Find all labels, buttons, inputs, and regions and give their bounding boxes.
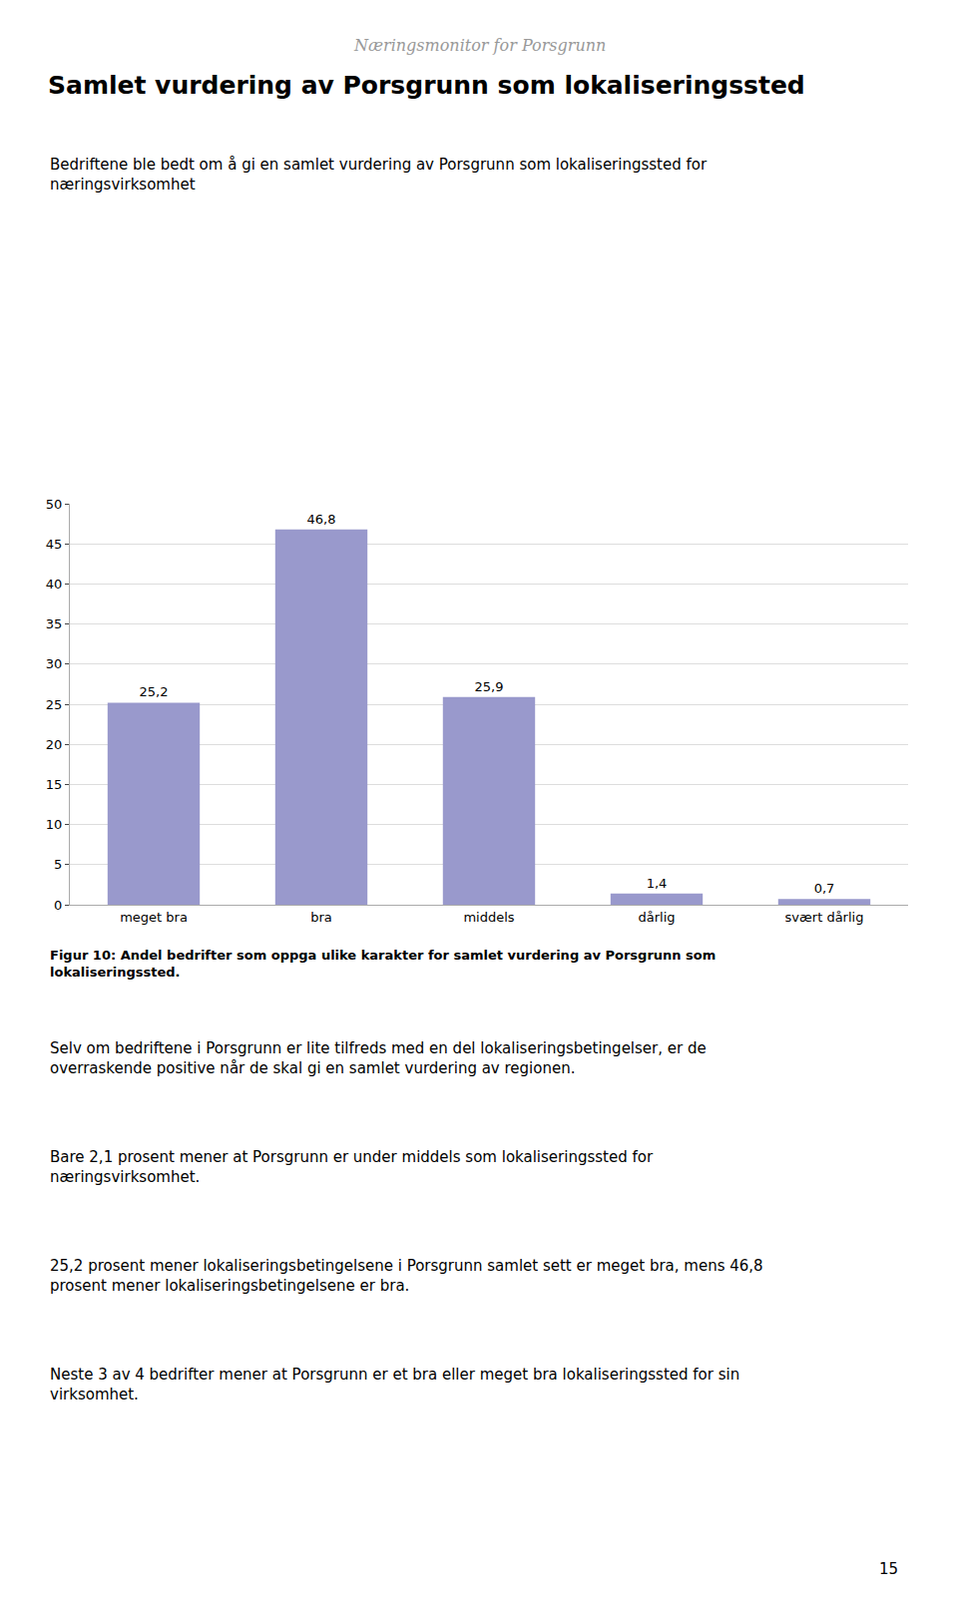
svg-text:20: 20 — [45, 737, 63, 753]
svg-text:Neste 3 av 4 bedrifter mener a: Neste 3 av 4 bedrifter mener at Porsgrun… — [49, 1366, 740, 1405]
svg-text:svært dårlig: svært dårlig — [785, 910, 865, 926]
svg-text:0: 0 — [53, 898, 62, 914]
svg-text:5: 5 — [53, 857, 62, 873]
svg-text:25,2: 25,2 — [139, 684, 169, 700]
svg-text:50: 50 — [45, 496, 63, 512]
svg-text:45: 45 — [45, 536, 63, 552]
svg-text:25,9: 25,9 — [475, 679, 504, 695]
svg-text:meget bra: meget bra — [119, 910, 188, 926]
svg-text:Figur 10: Andel bedrifter som: Figur 10: Andel bedrifter som oppga ulik… — [49, 948, 716, 980]
svg-text:dårlig: dårlig — [637, 910, 675, 926]
svg-text:Bare 2,1 prosent mener at Pors: Bare 2,1 prosent mener at Porsgrunn er u… — [49, 1148, 654, 1187]
svg-text:15: 15 — [879, 1560, 899, 1579]
svg-text:30: 30 — [45, 656, 63, 672]
svg-text:bra: bra — [310, 910, 333, 926]
svg-text:Bedriftene ble bedt om å gi en: Bedriftene ble bedt om å gi en samlet vu… — [49, 155, 708, 194]
svg-text:25,2 prosent mener lokaliserin: 25,2 prosent mener lokaliseringsbetingel… — [49, 1257, 764, 1296]
svg-text:0,7: 0,7 — [814, 881, 836, 897]
svg-text:1,4: 1,4 — [646, 876, 668, 892]
svg-text:Næringsmonitor for Porsgrunn: Næringsmonitor for Porsgrunn — [353, 35, 606, 55]
svg-text:46,8: 46,8 — [307, 511, 337, 527]
svg-text:25: 25 — [45, 697, 63, 713]
svg-text:40: 40 — [45, 576, 63, 592]
svg-text:35: 35 — [45, 616, 63, 632]
svg-text:Selv om bedriftene i Porsgrunn: Selv om bedriftene i Porsgrunn er lite t… — [49, 1039, 707, 1078]
svg-text:Samlet vurdering av Porsgrunn: Samlet vurdering av Porsgrunn som lokali… — [47, 70, 806, 100]
svg-text:10: 10 — [45, 817, 63, 833]
svg-text:middels: middels — [463, 910, 514, 926]
svg-text:15: 15 — [45, 777, 63, 793]
